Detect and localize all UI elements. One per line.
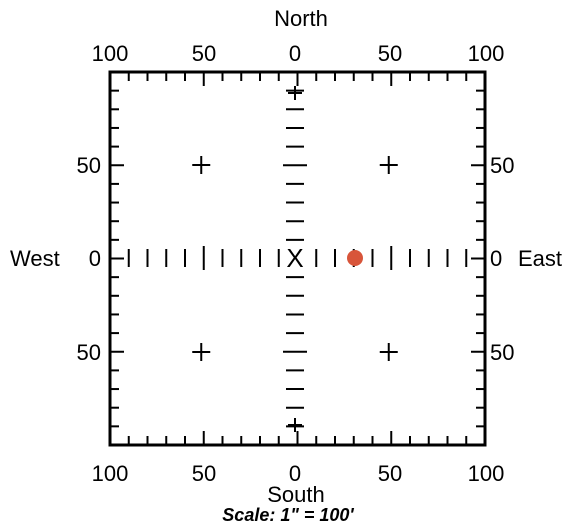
bottom-tick-label: 50 <box>377 461 403 486</box>
label-north: North <box>274 6 328 31</box>
scale-caption: Scale: 1" = 100' <box>222 505 354 525</box>
top-tick-label: 100 <box>467 41 505 66</box>
bottom-tick-label: 50 <box>191 461 217 486</box>
left-tick-label: 0 <box>88 246 101 271</box>
bottom-tick-label: 0 <box>288 461 302 486</box>
label-south: South <box>267 482 325 507</box>
center-mark: X <box>286 243 304 273</box>
right-tick-label: 50 <box>490 340 515 365</box>
left-tick-label: 50 <box>76 340 101 365</box>
top-tick-label: 0 <box>288 41 302 66</box>
right-tick-label: 0 <box>490 246 503 271</box>
label-east: East <box>518 246 563 271</box>
bottom-tick-label: 100 <box>467 461 505 486</box>
bottom-tick-label: 100 <box>91 461 129 486</box>
right-tick-label: 50 <box>490 153 515 178</box>
left-tick-label: 50 <box>76 153 101 178</box>
label-west: West <box>10 246 60 271</box>
top-tick-label: 100 <box>91 41 129 66</box>
location-point <box>347 250 363 266</box>
top-tick-label: 50 <box>377 41 403 66</box>
top-tick-label: 50 <box>191 41 217 66</box>
